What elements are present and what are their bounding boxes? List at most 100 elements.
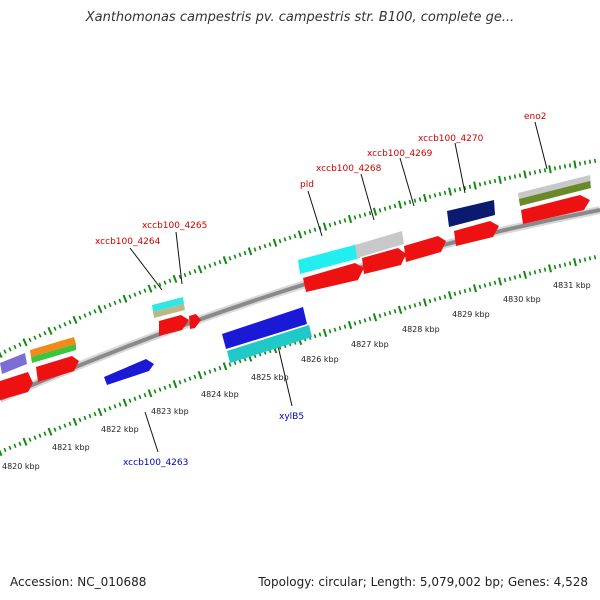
gene-feature[interactable] <box>519 181 591 206</box>
tick-mark <box>333 221 337 226</box>
tick-mark <box>188 376 192 381</box>
gene-feature[interactable] <box>30 337 76 357</box>
tick-mark <box>383 206 387 211</box>
tick-mark <box>63 423 67 428</box>
gene-label-pld[interactable]: pld <box>300 180 314 190</box>
gene-feature[interactable] <box>298 244 360 274</box>
tick-mark <box>278 238 282 244</box>
gene-label-xccb100-4263[interactable]: xccb100_4263 <box>123 458 188 468</box>
tick-mark <box>538 169 542 174</box>
gene-feature[interactable] <box>153 304 185 318</box>
tick-mark <box>103 408 107 413</box>
gene-feature[interactable] <box>454 221 499 246</box>
tick-mark <box>422 298 428 307</box>
tick-mark <box>497 277 503 286</box>
tick-mark <box>88 311 92 316</box>
tick-mark <box>108 302 112 308</box>
tick-mark <box>58 425 62 430</box>
gene-feature[interactable] <box>355 231 404 258</box>
tick-mark <box>453 291 457 296</box>
tick-mark <box>413 198 417 203</box>
gene-feature[interactable] <box>159 315 189 336</box>
tick-mark <box>158 387 162 392</box>
tick-mark <box>472 284 478 293</box>
lower-tick-row <box>0 255 597 457</box>
tick-mark <box>453 188 457 193</box>
tick-mark <box>563 164 567 169</box>
tick-mark <box>193 269 197 274</box>
tick-mark <box>33 335 37 340</box>
tick-mark <box>433 297 437 302</box>
tick-mark <box>218 259 222 265</box>
tick-mark <box>43 431 47 436</box>
tick-mark <box>548 165 552 174</box>
tick-mark <box>128 398 132 403</box>
gene-feature[interactable] <box>104 359 154 385</box>
tick-mark <box>313 227 317 232</box>
tick-mark <box>593 255 597 260</box>
gene-label-xccb100-4270[interactable]: xccb100_4270 <box>418 134 484 144</box>
tick-mark <box>328 329 332 334</box>
kbp-label: 4827 kbp <box>351 340 389 349</box>
tick-mark <box>528 171 532 176</box>
tick-mark <box>18 342 22 347</box>
gene-feature[interactable] <box>447 200 495 227</box>
tick-mark <box>483 283 487 288</box>
gene-feature[interactable] <box>521 195 590 224</box>
tick-mark <box>8 445 12 451</box>
tick-mark <box>233 360 237 365</box>
tick-mark <box>503 176 507 181</box>
tick-mark <box>138 394 142 400</box>
tick-mark <box>438 191 442 197</box>
tick-mark <box>228 256 232 261</box>
tick-mark <box>163 280 167 285</box>
tick-mark <box>588 159 592 164</box>
tick-mark <box>297 230 303 239</box>
tick-mark <box>118 402 122 407</box>
tick-mark <box>0 449 3 457</box>
gene-label-xccb100-4269[interactable]: xccb100_4269 <box>367 149 433 159</box>
tick-mark <box>543 267 547 272</box>
gene-feature[interactable] <box>189 314 201 329</box>
tick-mark <box>47 427 53 436</box>
gene-feature[interactable] <box>303 263 364 292</box>
gene-feature[interactable] <box>404 236 446 262</box>
page-title: Xanthomonas campestris pv. campestris st… <box>85 10 515 25</box>
gene-feature[interactable] <box>36 356 79 382</box>
gene-label-xccb100-4264[interactable]: xccb100_4264 <box>95 237 161 247</box>
gene-feature[interactable] <box>152 297 184 312</box>
tick-mark <box>573 257 577 267</box>
tick-mark <box>33 435 37 440</box>
tick-mark <box>113 404 117 409</box>
tick-mark <box>213 261 217 266</box>
gene-feature[interactable] <box>31 344 76 363</box>
tick-mark <box>53 427 57 432</box>
tick-mark <box>513 275 517 280</box>
tick-mark <box>368 316 372 321</box>
gene-feature[interactable] <box>227 325 312 363</box>
tick-mark <box>523 270 527 279</box>
gene-label-eno2[interactable]: eno2 <box>524 112 546 122</box>
tick-mark <box>197 265 203 274</box>
gene-feature[interactable] <box>0 353 27 374</box>
upper-tick-row <box>0 158 597 359</box>
tick-mark <box>113 300 117 306</box>
tick-mark <box>143 392 147 398</box>
tick-mark <box>313 333 317 339</box>
tick-mark <box>293 233 297 239</box>
gene-feature[interactable] <box>222 307 307 349</box>
tick-mark <box>97 408 103 417</box>
tick-mark <box>333 327 337 332</box>
gene-feature[interactable] <box>0 372 33 400</box>
genome-summary-text: Topology: circular; Length: 5,079,002 bp… <box>258 575 588 589</box>
gene-label-xylB5[interactable]: xylB5 <box>279 412 304 422</box>
kbp-label: 4825 kbp <box>251 373 289 382</box>
gene-label-xccb100-4268[interactable]: xccb100_4268 <box>316 164 382 174</box>
tick-mark <box>508 175 512 180</box>
gene-feature[interactable] <box>362 248 406 274</box>
kbp-label: 4824 kbp <box>201 390 239 399</box>
tick-mark <box>433 193 437 198</box>
tick-mark <box>418 197 422 202</box>
gene-label-xccb100-4265[interactable]: xccb100_4265 <box>142 221 207 231</box>
